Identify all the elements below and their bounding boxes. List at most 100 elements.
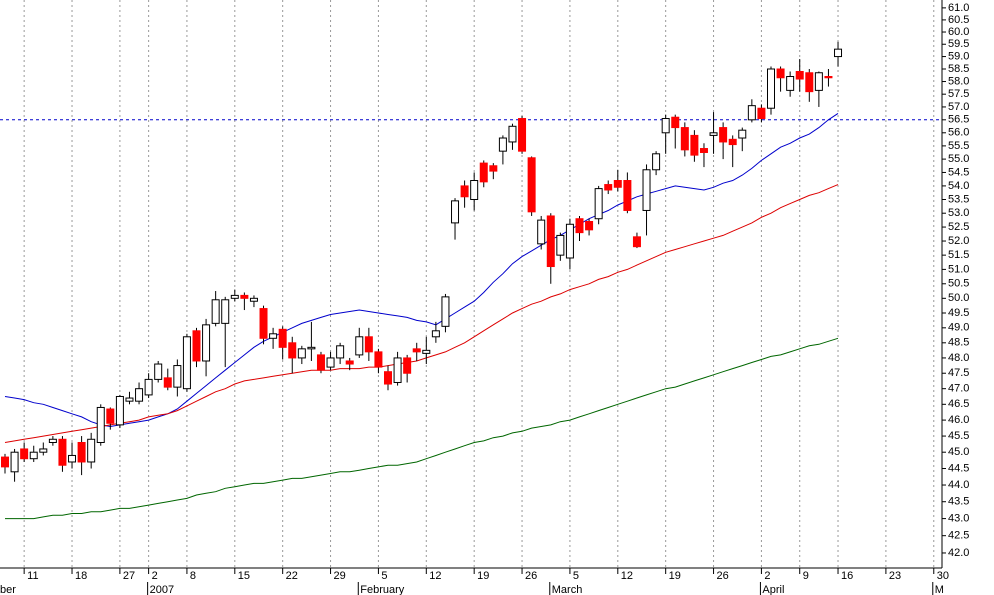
x-tick-label: 2 xyxy=(764,570,770,582)
candle-body xyxy=(192,330,201,362)
candle-body xyxy=(48,438,57,443)
candle-body xyxy=(269,333,278,339)
y-tick-label: 49.0 xyxy=(948,322,969,334)
candle-body xyxy=(58,438,67,466)
y-tick-label: 56.5 xyxy=(948,114,969,126)
candle-body xyxy=(699,148,708,153)
x-tick-label: 8 xyxy=(190,570,196,582)
candle-body xyxy=(297,348,306,359)
y-tick-label: 55.0 xyxy=(948,153,969,165)
x-tick-label: 29 xyxy=(334,570,346,582)
candle-body xyxy=(288,342,297,359)
candle-body xyxy=(527,157,536,213)
y-tick-label: 48.5 xyxy=(948,337,969,349)
candle-body xyxy=(355,336,364,356)
x-tick-label: 11 xyxy=(27,570,38,582)
candle-body xyxy=(767,68,775,109)
candle-body xyxy=(814,72,823,91)
candle-body xyxy=(604,184,613,191)
y-tick-label: 56.0 xyxy=(948,127,969,139)
candle-body xyxy=(307,346,316,350)
y-tick-label: 54.0 xyxy=(948,180,969,192)
x-tick-label: 19 xyxy=(477,570,489,582)
candle-body xyxy=(68,454,77,463)
y-tick-label: 58.5 xyxy=(948,63,969,75)
y-tick-label: 48.0 xyxy=(948,352,969,364)
candle-body xyxy=(460,185,469,198)
x-tick-label: 26 xyxy=(525,570,537,582)
y-tick-label: 43.0 xyxy=(948,513,969,525)
x-tick-label: 12 xyxy=(621,570,633,582)
candle-body xyxy=(249,297,258,302)
candle-body xyxy=(29,451,38,460)
candle-body xyxy=(585,221,594,231)
x-tick-label: 5 xyxy=(573,570,579,582)
candle-body xyxy=(565,223,574,259)
candle-body xyxy=(671,116,680,129)
candle-body xyxy=(709,132,718,136)
x-tick-label: 19 xyxy=(669,570,681,582)
candle-body xyxy=(594,188,603,220)
y-tick-label: 45.0 xyxy=(948,446,969,458)
candle-body xyxy=(575,218,584,234)
candle-body xyxy=(115,395,124,426)
candle-body xyxy=(632,236,641,248)
y-tick-label: 44.5 xyxy=(948,462,969,474)
candle-body xyxy=(719,127,728,143)
candle-body xyxy=(489,165,498,172)
candle-body xyxy=(154,363,163,380)
candle-body xyxy=(20,448,29,460)
candle-body xyxy=(795,70,804,80)
candle-body xyxy=(364,336,373,353)
y-tick-label: 51.0 xyxy=(948,263,969,275)
x-tick-label: 26 xyxy=(717,570,729,582)
candle-body xyxy=(613,180,622,188)
candle-body xyxy=(77,441,86,463)
month-label: April xyxy=(762,584,784,595)
candle-body xyxy=(135,388,144,402)
candle-body xyxy=(259,308,268,339)
x-tick-label: 12 xyxy=(429,570,441,582)
candle-body xyxy=(422,349,431,354)
y-tick-label: 60.5 xyxy=(948,14,969,26)
candle-body xyxy=(39,448,48,453)
candle-body xyxy=(747,105,756,121)
candle-body xyxy=(144,378,153,396)
candle-body xyxy=(403,357,412,374)
candle-body xyxy=(326,357,335,368)
candle-body xyxy=(518,118,527,152)
candle-body xyxy=(776,68,785,79)
candle-body xyxy=(556,234,565,256)
month-label: March xyxy=(552,584,583,595)
x-tick-label: 18 xyxy=(75,570,87,582)
y-tick-label: 42.5 xyxy=(948,530,969,542)
y-tick-label: 55.5 xyxy=(948,140,969,152)
y-tick-label: 59.0 xyxy=(948,50,969,62)
y-tick-label: 52.0 xyxy=(948,235,969,247)
candle-body xyxy=(834,48,843,58)
candle-body xyxy=(221,299,230,324)
month-label: February xyxy=(360,584,405,595)
y-tick-label: 44.0 xyxy=(948,479,969,491)
candle-body xyxy=(508,125,517,143)
candle-body xyxy=(202,324,211,362)
x-tick-label: 16 xyxy=(841,570,853,582)
candle-body xyxy=(182,336,191,390)
x-tick-label: 22 xyxy=(286,570,298,582)
candle-body xyxy=(441,296,450,327)
y-tick-label: 47.5 xyxy=(948,367,969,379)
candle-body xyxy=(728,138,737,146)
candle-body xyxy=(240,294,249,299)
candle-body xyxy=(479,162,488,183)
candle-body xyxy=(652,153,661,171)
candle-body xyxy=(498,137,507,152)
candle-body xyxy=(163,377,172,388)
x-tick-label: 2 xyxy=(152,570,158,582)
candle-body xyxy=(96,406,105,443)
y-tick-label: 50.0 xyxy=(948,292,969,304)
candle-body xyxy=(642,169,651,211)
y-tick-label: 43.5 xyxy=(948,496,969,508)
candle-body xyxy=(393,357,402,383)
